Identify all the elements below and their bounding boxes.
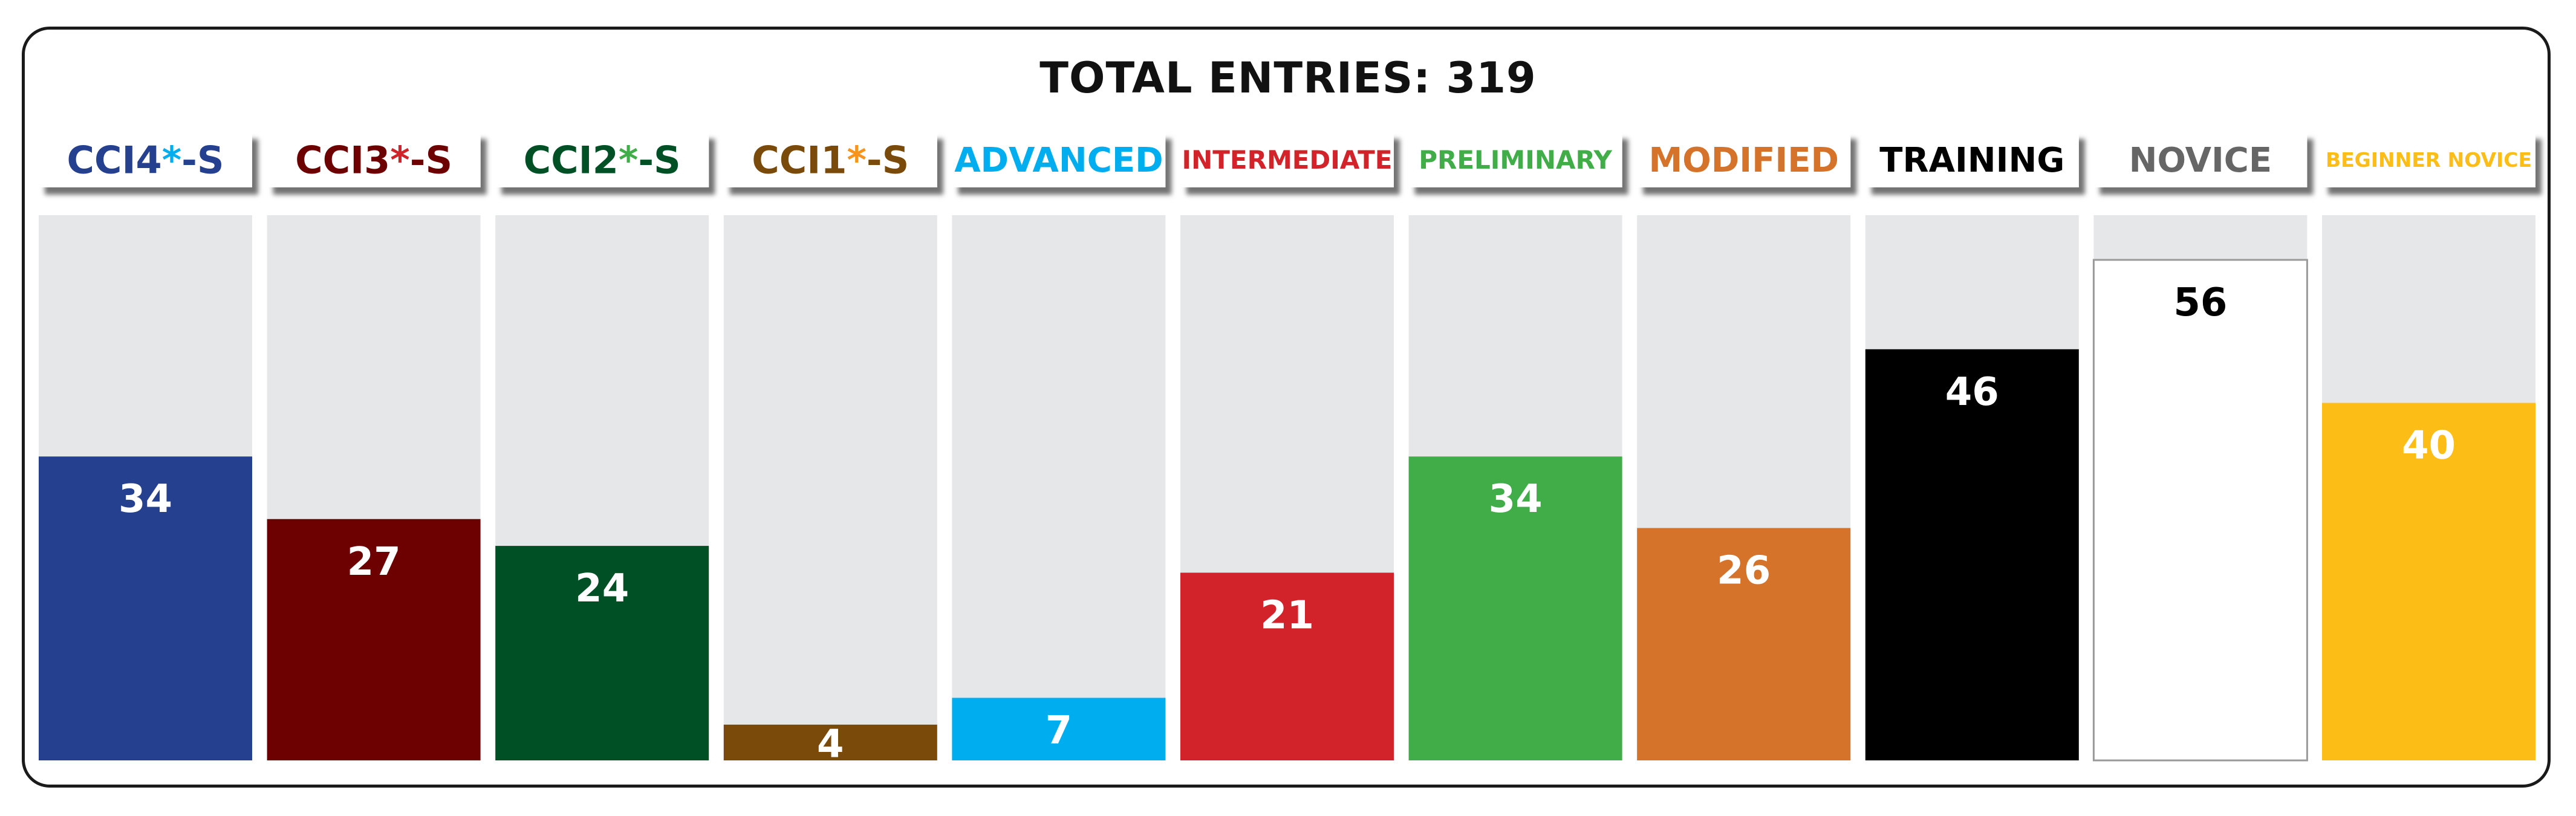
header-label-cci3-s: CCI3*-S — [295, 138, 452, 182]
header-box-training — [1865, 132, 2079, 187]
header-label-base: CCI2 — [524, 138, 619, 182]
header-label-base: TRAINING — [1879, 141, 2064, 180]
header-label-cci2-s: CCI2*-S — [524, 138, 681, 182]
header-label-advanced: ADVANCED — [954, 141, 1163, 180]
value-label-training: 46 — [1945, 370, 1999, 415]
value-label-modified: 26 — [1717, 549, 1771, 594]
header-label-star: * — [847, 138, 866, 182]
header-box-modified — [1637, 132, 1851, 187]
header-box-novice — [2093, 132, 2308, 187]
header-label-intermediate: INTERMEDIATE — [1182, 145, 1392, 175]
bar-cci1-s — [723, 724, 937, 760]
bar-cci2-s — [495, 546, 709, 760]
header-label-base: BEGINNER NOVICE — [2326, 148, 2532, 172]
chart-title-total: 319 — [1446, 53, 1537, 103]
header-box-advanced — [952, 132, 1166, 187]
header-label-base: ADVANCED — [954, 141, 1163, 180]
track-advanced — [952, 215, 1166, 760]
header-label-base: MODIFIED — [1648, 141, 1838, 180]
header-label-star: * — [619, 138, 638, 182]
header-label-suffix: -S — [410, 138, 452, 182]
value-label-cci2-s: 24 — [575, 566, 629, 611]
value-label-novice: 56 — [2173, 280, 2227, 325]
bar-modified — [1637, 528, 1851, 760]
header-box-beginner-novice — [2322, 132, 2535, 187]
header-label-novice: NOVICE — [2129, 141, 2272, 180]
header-box-cci2-s — [495, 132, 709, 187]
header-label-base: CCI3 — [295, 138, 390, 182]
bar-preliminary — [1408, 456, 1622, 760]
header-label-modified: MODIFIED — [1648, 141, 1838, 180]
header-label-beginner-novice: BEGINNER NOVICE — [2326, 148, 2532, 172]
header-label-suffix: -S — [638, 138, 680, 182]
header-box-intermediate — [1180, 132, 1394, 187]
header-label-base: PRELIMINARY — [1419, 145, 1612, 175]
value-label-intermediate: 21 — [1260, 593, 1314, 638]
value-label-beginner-novice: 40 — [2402, 424, 2456, 468]
bar-training — [1865, 349, 2079, 760]
header-label-base: CCI4 — [67, 138, 161, 182]
bar-beginner-novice — [2322, 403, 2535, 760]
header-box-cci4-s — [39, 132, 252, 187]
header-label-training: TRAINING — [1879, 141, 2064, 180]
value-label-advanced: 7 — [1046, 708, 1073, 753]
header-label-suffix: -S — [181, 138, 224, 182]
header-label-base: NOVICE — [2129, 141, 2272, 180]
value-label-cci1-s: 4 — [817, 722, 844, 766]
header-label-star: * — [390, 138, 409, 182]
bar-intermediate — [1180, 572, 1394, 760]
bars: 34 27 24 4 7 21 34 26 46 56 40 — [39, 215, 2535, 766]
header-label-cci1-s: CCI1*-S — [752, 138, 909, 182]
header-box-cci3-s — [267, 132, 481, 187]
bar-cci4-s — [39, 456, 252, 760]
value-label-cci4-s: 34 — [119, 477, 172, 522]
category-headers: CCI4*-S CCI3*-S CCI2*-S CCI1*-S ADVANCED INTE… — [39, 132, 2535, 187]
header-box-cci1-s — [723, 132, 937, 187]
bar-advanced — [952, 698, 1166, 760]
header-box-preliminary — [1408, 132, 1622, 187]
header-label-base: CCI1 — [752, 138, 847, 182]
chart-title: TOTAL ENTRIES: 319 — [0, 53, 2576, 103]
header-label-base: INTERMEDIATE — [1182, 145, 1392, 175]
bar-cci3-s — [267, 519, 481, 760]
value-label-cci3-s: 27 — [347, 540, 401, 584]
track-cci1-s — [723, 215, 937, 760]
bar-novice — [2092, 259, 2308, 762]
header-label-cci4-s: CCI4*-S — [67, 138, 224, 182]
header-label-star: * — [162, 138, 181, 182]
value-label-preliminary: 34 — [1489, 477, 1543, 522]
chart-title-prefix: TOTAL ENTRIES: — [1039, 53, 1431, 103]
header-label-suffix: -S — [867, 138, 909, 182]
header-label-preliminary: PRELIMINARY — [1419, 145, 1612, 175]
